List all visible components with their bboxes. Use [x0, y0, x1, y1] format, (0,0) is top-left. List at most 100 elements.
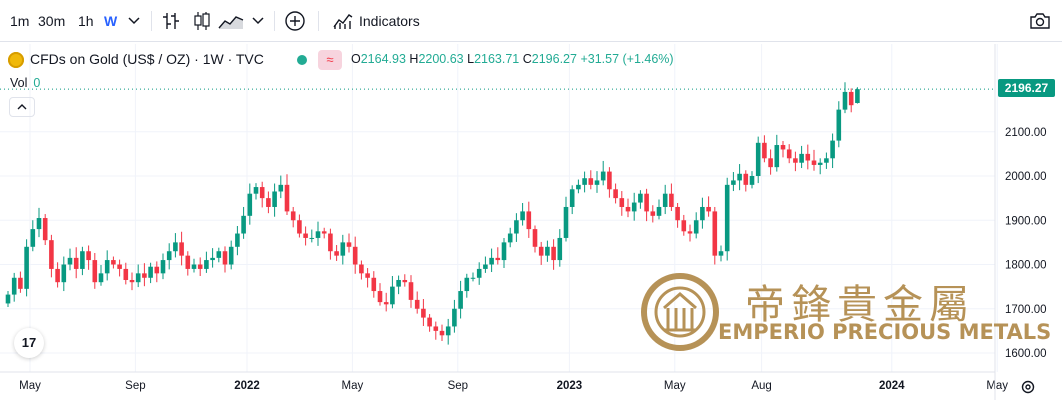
- candle-body: [749, 176, 755, 185]
- candle-style-icon[interactable]: [193, 11, 211, 31]
- candle-body: [817, 162, 823, 165]
- interval-30m[interactable]: 30m: [38, 13, 66, 29]
- candle-body: [576, 184, 581, 190]
- chevron-down-icon[interactable]: [251, 16, 265, 26]
- bar-style-icon[interactable]: [162, 11, 180, 31]
- tradingview-logo[interactable]: 17: [14, 328, 44, 358]
- candle-body: [458, 291, 463, 309]
- ohlc-values: O2164.93 H2200.63 L2163.71 C2196.27 +31.…: [351, 52, 674, 66]
- change-value: +31.57 (+1.46%): [580, 52, 674, 66]
- collapse-legend-button[interactable]: [9, 97, 35, 117]
- x-tick-label: May: [986, 380, 1008, 392]
- candle-body: [197, 264, 203, 269]
- candle-body: [439, 330, 445, 336]
- candle-body: [489, 257, 494, 265]
- candle-body: [396, 279, 401, 287]
- candle-body: [551, 246, 556, 261]
- high-value: 2200.63: [418, 52, 464, 66]
- camera-icon[interactable]: [1029, 12, 1051, 30]
- y-tick-label: 2000.00: [1005, 171, 1047, 183]
- candle-body: [191, 264, 197, 269]
- candle-body: [216, 251, 222, 258]
- candle-body: [55, 268, 60, 283]
- interval-w[interactable]: W: [104, 13, 118, 29]
- candle-body: [241, 215, 246, 234]
- candle-body: [390, 286, 395, 305]
- candle-body: [774, 145, 780, 168]
- close-value: 2196.27: [531, 52, 577, 66]
- candle-body: [321, 231, 327, 234]
- candle-body: [334, 251, 339, 256]
- candle-body: [371, 277, 377, 292]
- candle-body: [173, 242, 178, 252]
- candle-body: [619, 198, 625, 207]
- candle-body: [706, 206, 711, 212]
- candle-body: [483, 264, 488, 269]
- candle-body: [724, 184, 730, 252]
- candle-body: [830, 140, 835, 159]
- candle-body: [42, 218, 48, 241]
- indicators-button[interactable]: Indicators: [359, 13, 420, 29]
- pill-badge[interactable]: ≈: [318, 50, 342, 70]
- emperio-logo-icon: [641, 273, 719, 351]
- candle-body: [383, 302, 389, 305]
- interval-1h[interactable]: 1h: [78, 13, 94, 29]
- candle-body: [235, 233, 240, 247]
- candle-body: [625, 206, 631, 212]
- indicators-icon[interactable]: [333, 12, 353, 30]
- open-value: 2164.93: [360, 52, 406, 66]
- chart-toolbar: 1m 30m 1h W Indicators: [0, 0, 1062, 42]
- toolbar-separator: [318, 11, 319, 31]
- candle-body: [805, 153, 811, 161]
- candle-body: [762, 142, 767, 159]
- candle-body: [662, 193, 668, 207]
- x-tick-label: May: [664, 380, 686, 392]
- volume-label: Vol: [10, 76, 28, 90]
- candle-body: [408, 282, 414, 300]
- candle-body: [92, 260, 98, 283]
- gear-icon[interactable]: [1020, 379, 1036, 395]
- candle-body: [848, 91, 854, 106]
- toolbar-separator: [151, 11, 152, 31]
- add-compare-icon[interactable]: [284, 10, 306, 32]
- x-tick-label: 2023: [557, 380, 583, 392]
- candle-body: [582, 178, 587, 185]
- candle-body: [501, 242, 507, 261]
- candle-body: [538, 246, 544, 256]
- candle-body: [557, 237, 563, 261]
- close-label: C: [522, 52, 532, 66]
- candle-body: [315, 231, 321, 238]
- chevron-down-icon[interactable]: [127, 16, 141, 26]
- symbol-title[interactable]: CFDs on Gold (US$ / OZ) · 1W · TVC: [30, 51, 264, 67]
- y-tick-label: 1700.00: [1005, 304, 1047, 316]
- candle-body: [644, 193, 649, 212]
- candle-body: [532, 229, 538, 247]
- watermark-chinese: 帝鋒貴金屬: [745, 282, 975, 328]
- candle-body: [204, 260, 209, 269]
- candle-body: [142, 273, 147, 278]
- area-style-icon[interactable]: [218, 12, 244, 30]
- candle-body: [588, 178, 594, 185]
- x-tick-label: 2024: [879, 380, 905, 392]
- candle-body: [427, 317, 432, 327]
- candle-body: [210, 257, 215, 261]
- candle-body: [11, 277, 17, 295]
- chevron-up-icon: [17, 104, 27, 110]
- candle-body: [780, 145, 786, 150]
- candle-body: [98, 273, 104, 283]
- candle-body: [67, 257, 73, 265]
- candle-body: [842, 91, 848, 110]
- candle-body: [309, 237, 315, 239]
- high-label: H: [409, 52, 419, 66]
- candle-body: [303, 233, 308, 238]
- candle-body: [228, 246, 234, 265]
- candle-body: [824, 158, 829, 163]
- candle-body: [160, 260, 166, 274]
- volume-value: 0: [33, 76, 41, 90]
- interval-1m[interactable]: 1m: [10, 13, 30, 29]
- candle-body: [731, 180, 736, 185]
- candle-body: [111, 260, 116, 265]
- candle-body: [365, 273, 370, 278]
- candle-body: [613, 189, 618, 199]
